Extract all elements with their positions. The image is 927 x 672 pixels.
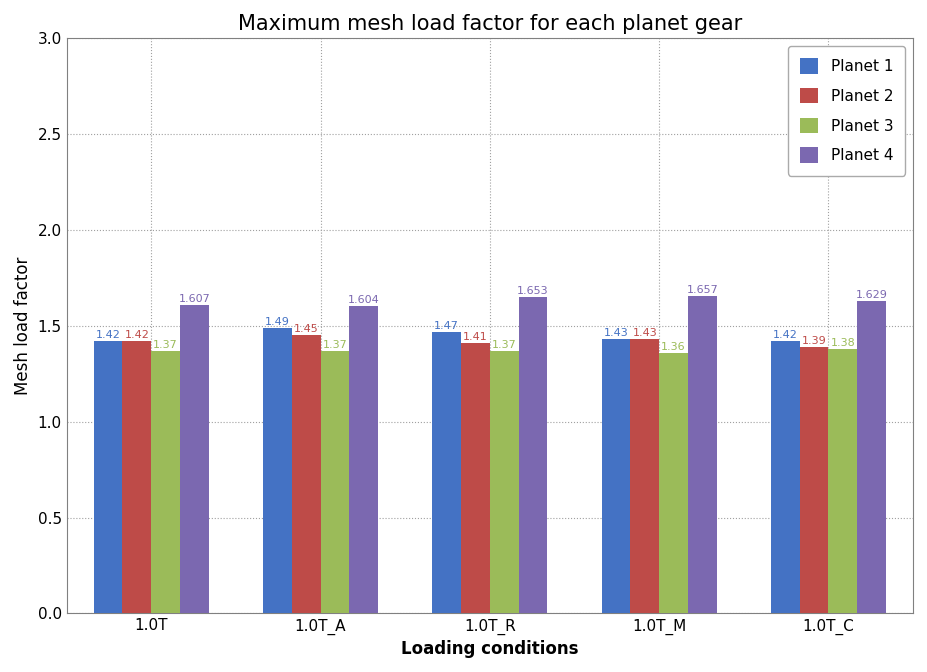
Y-axis label: Mesh load factor: Mesh load factor bbox=[14, 257, 32, 395]
Text: 1.49: 1.49 bbox=[265, 317, 290, 327]
Text: 1.39: 1.39 bbox=[802, 336, 827, 346]
Text: 1.36: 1.36 bbox=[661, 342, 686, 351]
Bar bbox=[518, 296, 548, 614]
Text: 1.38: 1.38 bbox=[831, 338, 856, 348]
Text: 1.37: 1.37 bbox=[323, 340, 348, 350]
X-axis label: Loading conditions: Loading conditions bbox=[401, 640, 578, 658]
Text: 1.47: 1.47 bbox=[434, 321, 459, 331]
Bar bbox=[771, 341, 800, 614]
Text: 1.607: 1.607 bbox=[179, 294, 210, 304]
Bar bbox=[857, 301, 886, 614]
Bar bbox=[94, 341, 122, 614]
Bar bbox=[151, 351, 180, 614]
Text: 1.43: 1.43 bbox=[632, 329, 657, 338]
Text: 1.604: 1.604 bbox=[348, 295, 379, 305]
Bar bbox=[800, 347, 829, 614]
Bar bbox=[489, 351, 518, 614]
Text: 1.43: 1.43 bbox=[603, 329, 629, 338]
Text: 1.37: 1.37 bbox=[153, 340, 178, 350]
Text: 1.37: 1.37 bbox=[492, 340, 516, 350]
Text: 1.45: 1.45 bbox=[294, 325, 319, 335]
Text: 1.657: 1.657 bbox=[687, 285, 718, 295]
Title: Maximum mesh load factor for each planet gear: Maximum mesh load factor for each planet… bbox=[237, 14, 742, 34]
Text: 1.41: 1.41 bbox=[464, 332, 488, 342]
Bar bbox=[659, 353, 688, 614]
Bar bbox=[461, 343, 489, 614]
Bar bbox=[122, 341, 151, 614]
Text: 1.42: 1.42 bbox=[773, 330, 798, 340]
Text: 1.42: 1.42 bbox=[124, 330, 149, 340]
Text: 1.653: 1.653 bbox=[517, 286, 549, 296]
Bar bbox=[292, 335, 321, 614]
Bar bbox=[263, 328, 292, 614]
Text: 1.42: 1.42 bbox=[95, 330, 121, 340]
Bar bbox=[321, 351, 349, 614]
Legend: Planet 1, Planet 2, Planet 3, Planet 4: Planet 1, Planet 2, Planet 3, Planet 4 bbox=[788, 46, 906, 175]
Text: 1.629: 1.629 bbox=[856, 290, 887, 300]
Bar bbox=[432, 331, 461, 614]
Bar bbox=[688, 296, 717, 614]
Bar bbox=[349, 306, 378, 614]
Bar bbox=[602, 339, 630, 614]
Bar bbox=[180, 305, 209, 614]
Bar bbox=[829, 349, 857, 614]
Bar bbox=[630, 339, 659, 614]
